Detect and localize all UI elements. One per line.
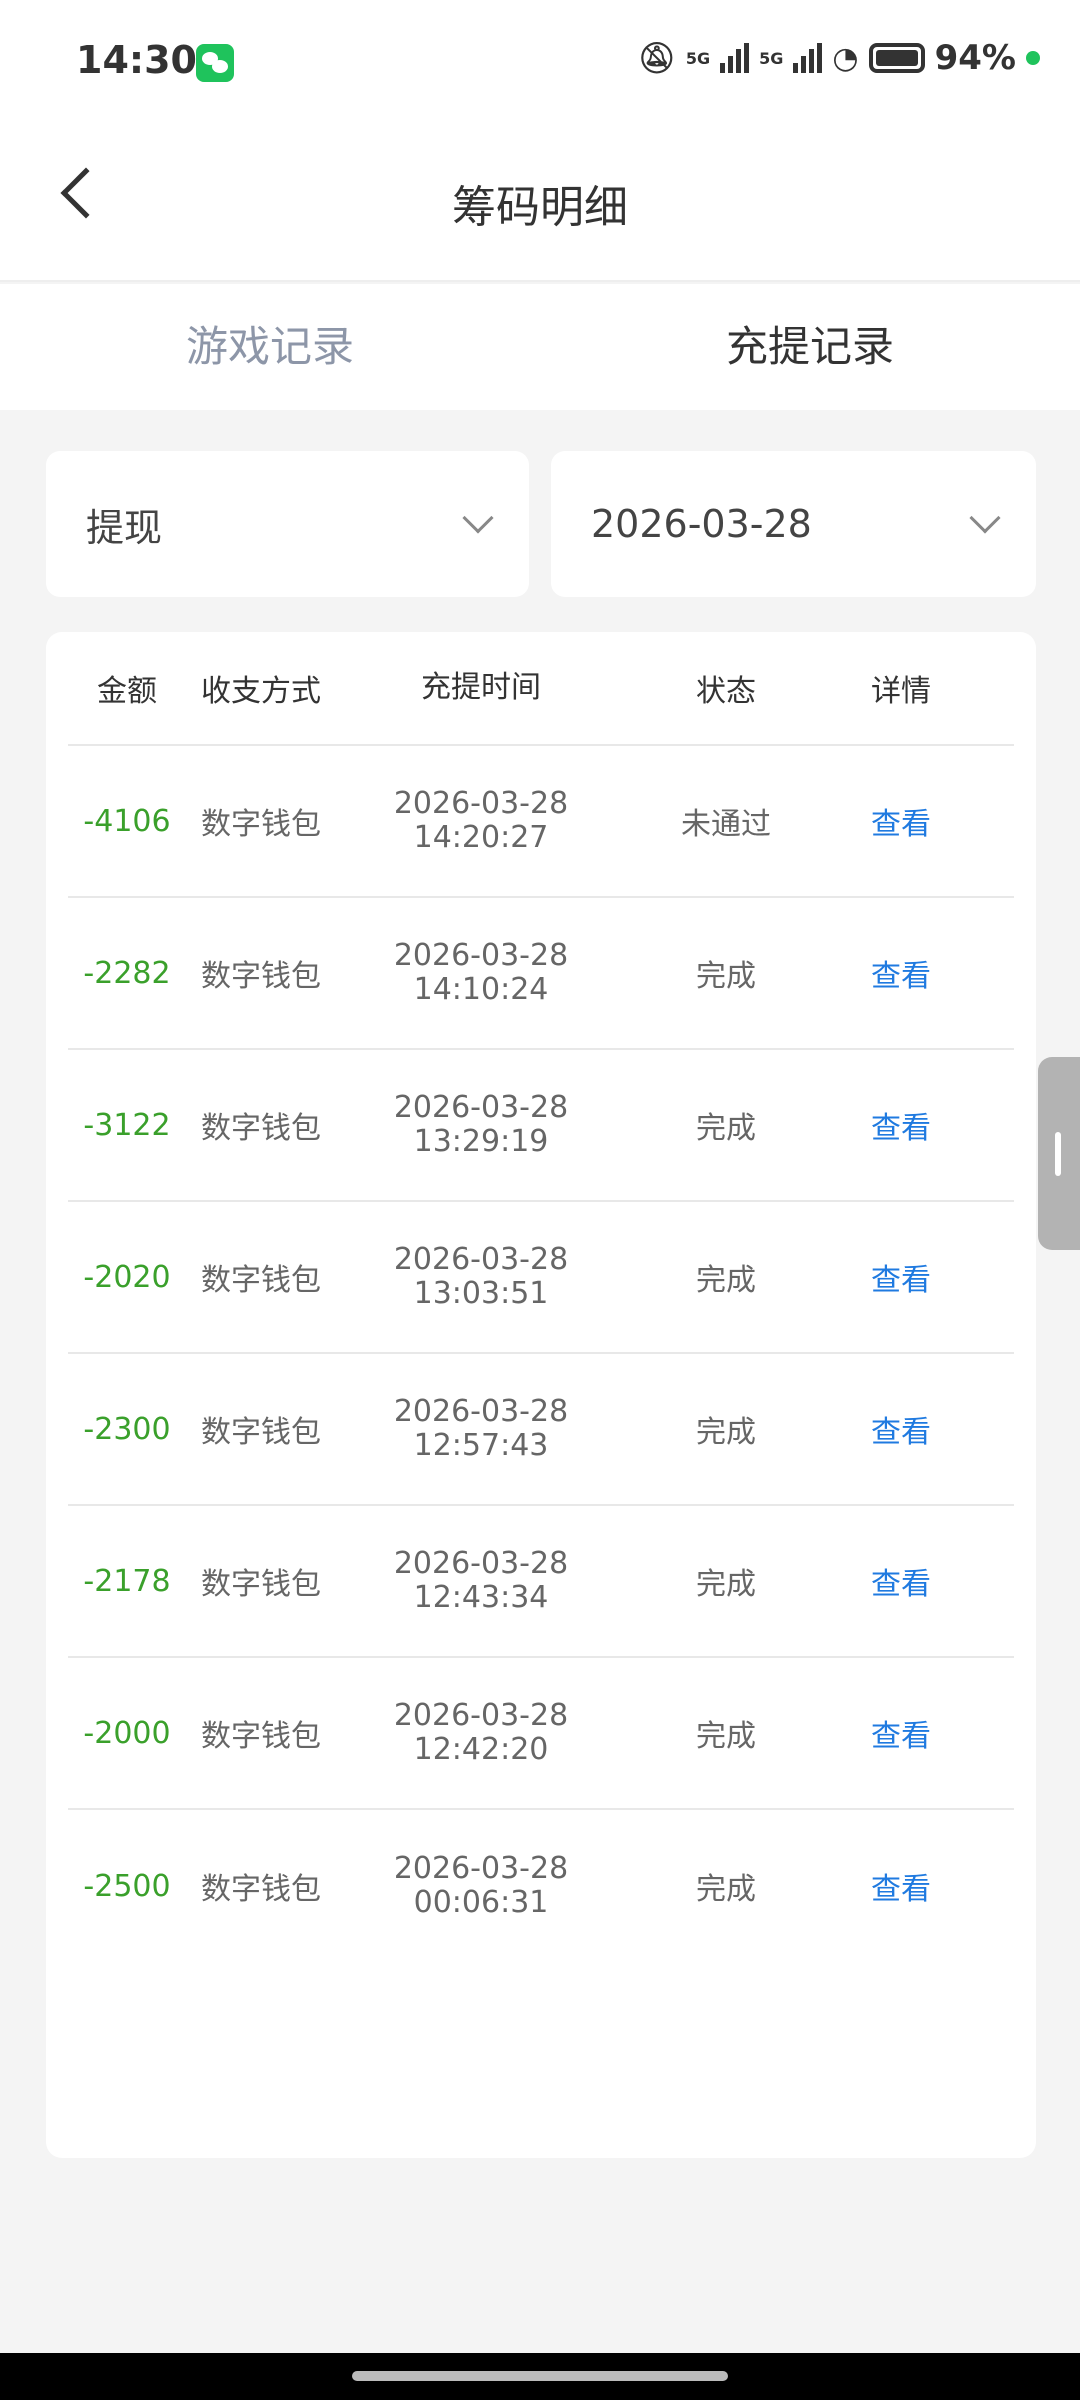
view-details-link[interactable]: 查看: [871, 1263, 931, 1298]
bell-off-icon: 🔕︎: [637, 40, 676, 76]
method: 数字钱包: [201, 1567, 321, 1602]
table-row: -2500 数字钱包 2026-03-28 00:06:31 完成 查看: [68, 1810, 1014, 1962]
method: 数字钱包: [201, 807, 321, 842]
table-row: -3122 数字钱包 2026-03-28 13:29:19 完成 查看: [68, 1050, 1014, 1202]
amount: -4106: [83, 803, 171, 839]
table-row: -2178 数字钱包 2026-03-28 12:43:34 完成 查看: [68, 1506, 1014, 1658]
table-row: -2000 数字钱包 2026-03-28 12:42:20 完成 查看: [68, 1658, 1014, 1810]
date: 2026-03-28: [393, 1851, 569, 1886]
status-time: 14:30: [76, 38, 197, 82]
amount: -2300: [83, 1411, 171, 1447]
tab-game-records[interactable]: 游戏记录: [185, 322, 354, 371]
signal-icon: [720, 43, 750, 73]
amount: -2500: [83, 1868, 171, 1904]
privacy-dot: [1026, 51, 1040, 65]
type-select[interactable]: 提现: [46, 451, 529, 597]
status: 完成: [696, 1872, 756, 1907]
date: 2026-03-28: [393, 1698, 569, 1733]
view-details-link[interactable]: 查看: [871, 807, 931, 842]
view-details-link[interactable]: 查看: [871, 1111, 931, 1146]
status: 完成: [696, 959, 756, 994]
amount: -3122: [83, 1107, 171, 1143]
battery-icon: [868, 43, 925, 73]
date: 2026-03-28: [393, 1242, 569, 1277]
time: 12:43:34: [413, 1580, 549, 1615]
date: 2026-03-28: [393, 1394, 569, 1429]
time: 14:10:24: [413, 972, 549, 1007]
method: 数字钱包: [201, 959, 321, 994]
status: 完成: [696, 1263, 756, 1298]
status: 完成: [696, 1415, 756, 1450]
time: 00:06:31: [413, 1885, 549, 1920]
status: 未通过: [681, 807, 771, 842]
date: 2026-03-28: [393, 1546, 569, 1581]
page-title: 筹码明细: [452, 182, 628, 233]
datetime: 2026-03-28 00:06:31: [336, 1852, 626, 1920]
datetime: 2026-03-28 14:20:27: [336, 787, 626, 855]
status-bar: 14:30 🔕︎ 5G 5G ◔ 94%: [0, 0, 1080, 125]
date: 2026-03-28: [393, 938, 569, 973]
datetime: 2026-03-28 12:42:20: [336, 1699, 626, 1767]
chevron-down-icon: [969, 502, 1001, 534]
date: 2026-03-28: [393, 1090, 569, 1125]
table-row: -2300 数字钱包 2026-03-28 12:57:43 完成 查看: [68, 1354, 1014, 1506]
table-row: -2020 数字钱包 2026-03-28 13:03:51 完成 查看: [68, 1202, 1014, 1354]
side-drawer-handle[interactable]: [1038, 1057, 1080, 1250]
column-header: 详情: [871, 674, 931, 709]
time: 12:42:20: [413, 1732, 549, 1767]
view-details-link[interactable]: 查看: [871, 1567, 931, 1602]
table-row: -4106 数字钱包 2026-03-28 14:20:27 未通过 查看: [68, 746, 1014, 898]
column-header: 状态: [696, 674, 756, 709]
method: 数字钱包: [201, 1263, 321, 1298]
amount: -2178: [83, 1563, 171, 1599]
records-table: 金额 收支方式 充提时间 状态 详情 -4106 数字钱包 2026-03-28…: [46, 632, 1036, 2158]
status: 完成: [696, 1719, 756, 1754]
method: 数字钱包: [201, 1415, 321, 1450]
status: 完成: [696, 1567, 756, 1602]
view-details-link[interactable]: 查看: [871, 1719, 931, 1754]
amount: -2282: [83, 955, 171, 991]
table-row: -2282 数字钱包 2026-03-28 14:10:24 完成 查看: [68, 898, 1014, 1050]
time: 14:20:27: [413, 820, 549, 855]
column-header: 充提时间: [421, 670, 541, 705]
view-details-link[interactable]: 查看: [871, 959, 931, 994]
signal-icon: [793, 43, 823, 73]
method: 数字钱包: [201, 1872, 321, 1907]
method: 数字钱包: [201, 1719, 321, 1754]
tab-deposit-withdraw-records[interactable]: 充提记录: [725, 322, 894, 371]
status: 完成: [696, 1111, 756, 1146]
view-details-link[interactable]: 查看: [871, 1415, 931, 1450]
network-label: 5G: [685, 48, 711, 68]
date-select[interactable]: 2026-03-28: [551, 451, 1036, 597]
date-select-value: 2026-03-28: [591, 502, 812, 546]
time: 13:03:51: [413, 1276, 549, 1311]
type-select-value: 提现: [86, 505, 163, 550]
table-header: 金额 收支方式 充提时间 状态 详情: [68, 632, 1014, 746]
time: 12:57:43: [413, 1428, 549, 1463]
datetime: 2026-03-28 13:03:51: [336, 1243, 626, 1311]
wifi-icon: ◔: [832, 40, 859, 76]
header: 筹码明细: [0, 125, 1080, 282]
column-header: 收支方式: [201, 674, 321, 709]
chevron-down-icon: [462, 502, 494, 534]
datetime: 2026-03-28 13:29:19: [336, 1091, 626, 1159]
datetime: 2026-03-28 12:43:34: [336, 1547, 626, 1615]
battery-percent: 94%: [934, 38, 1016, 78]
amount: -2000: [83, 1715, 171, 1751]
navigation-bar: [0, 2353, 1080, 2400]
network-label: 5G: [759, 48, 784, 68]
view-details-link[interactable]: 查看: [871, 1872, 931, 1907]
wechat-icon: [196, 44, 234, 82]
tab-bar: 游戏记录 充提记录: [0, 284, 1080, 410]
date: 2026-03-28: [393, 786, 569, 821]
home-gesture-handle[interactable]: [352, 2371, 728, 2381]
datetime: 2026-03-28 14:10:24: [336, 939, 626, 1007]
column-header: 金额: [97, 674, 157, 709]
datetime: 2026-03-28 12:57:43: [336, 1395, 626, 1463]
amount: -2020: [83, 1259, 171, 1295]
time: 13:29:19: [413, 1124, 549, 1159]
method: 数字钱包: [201, 1111, 321, 1146]
